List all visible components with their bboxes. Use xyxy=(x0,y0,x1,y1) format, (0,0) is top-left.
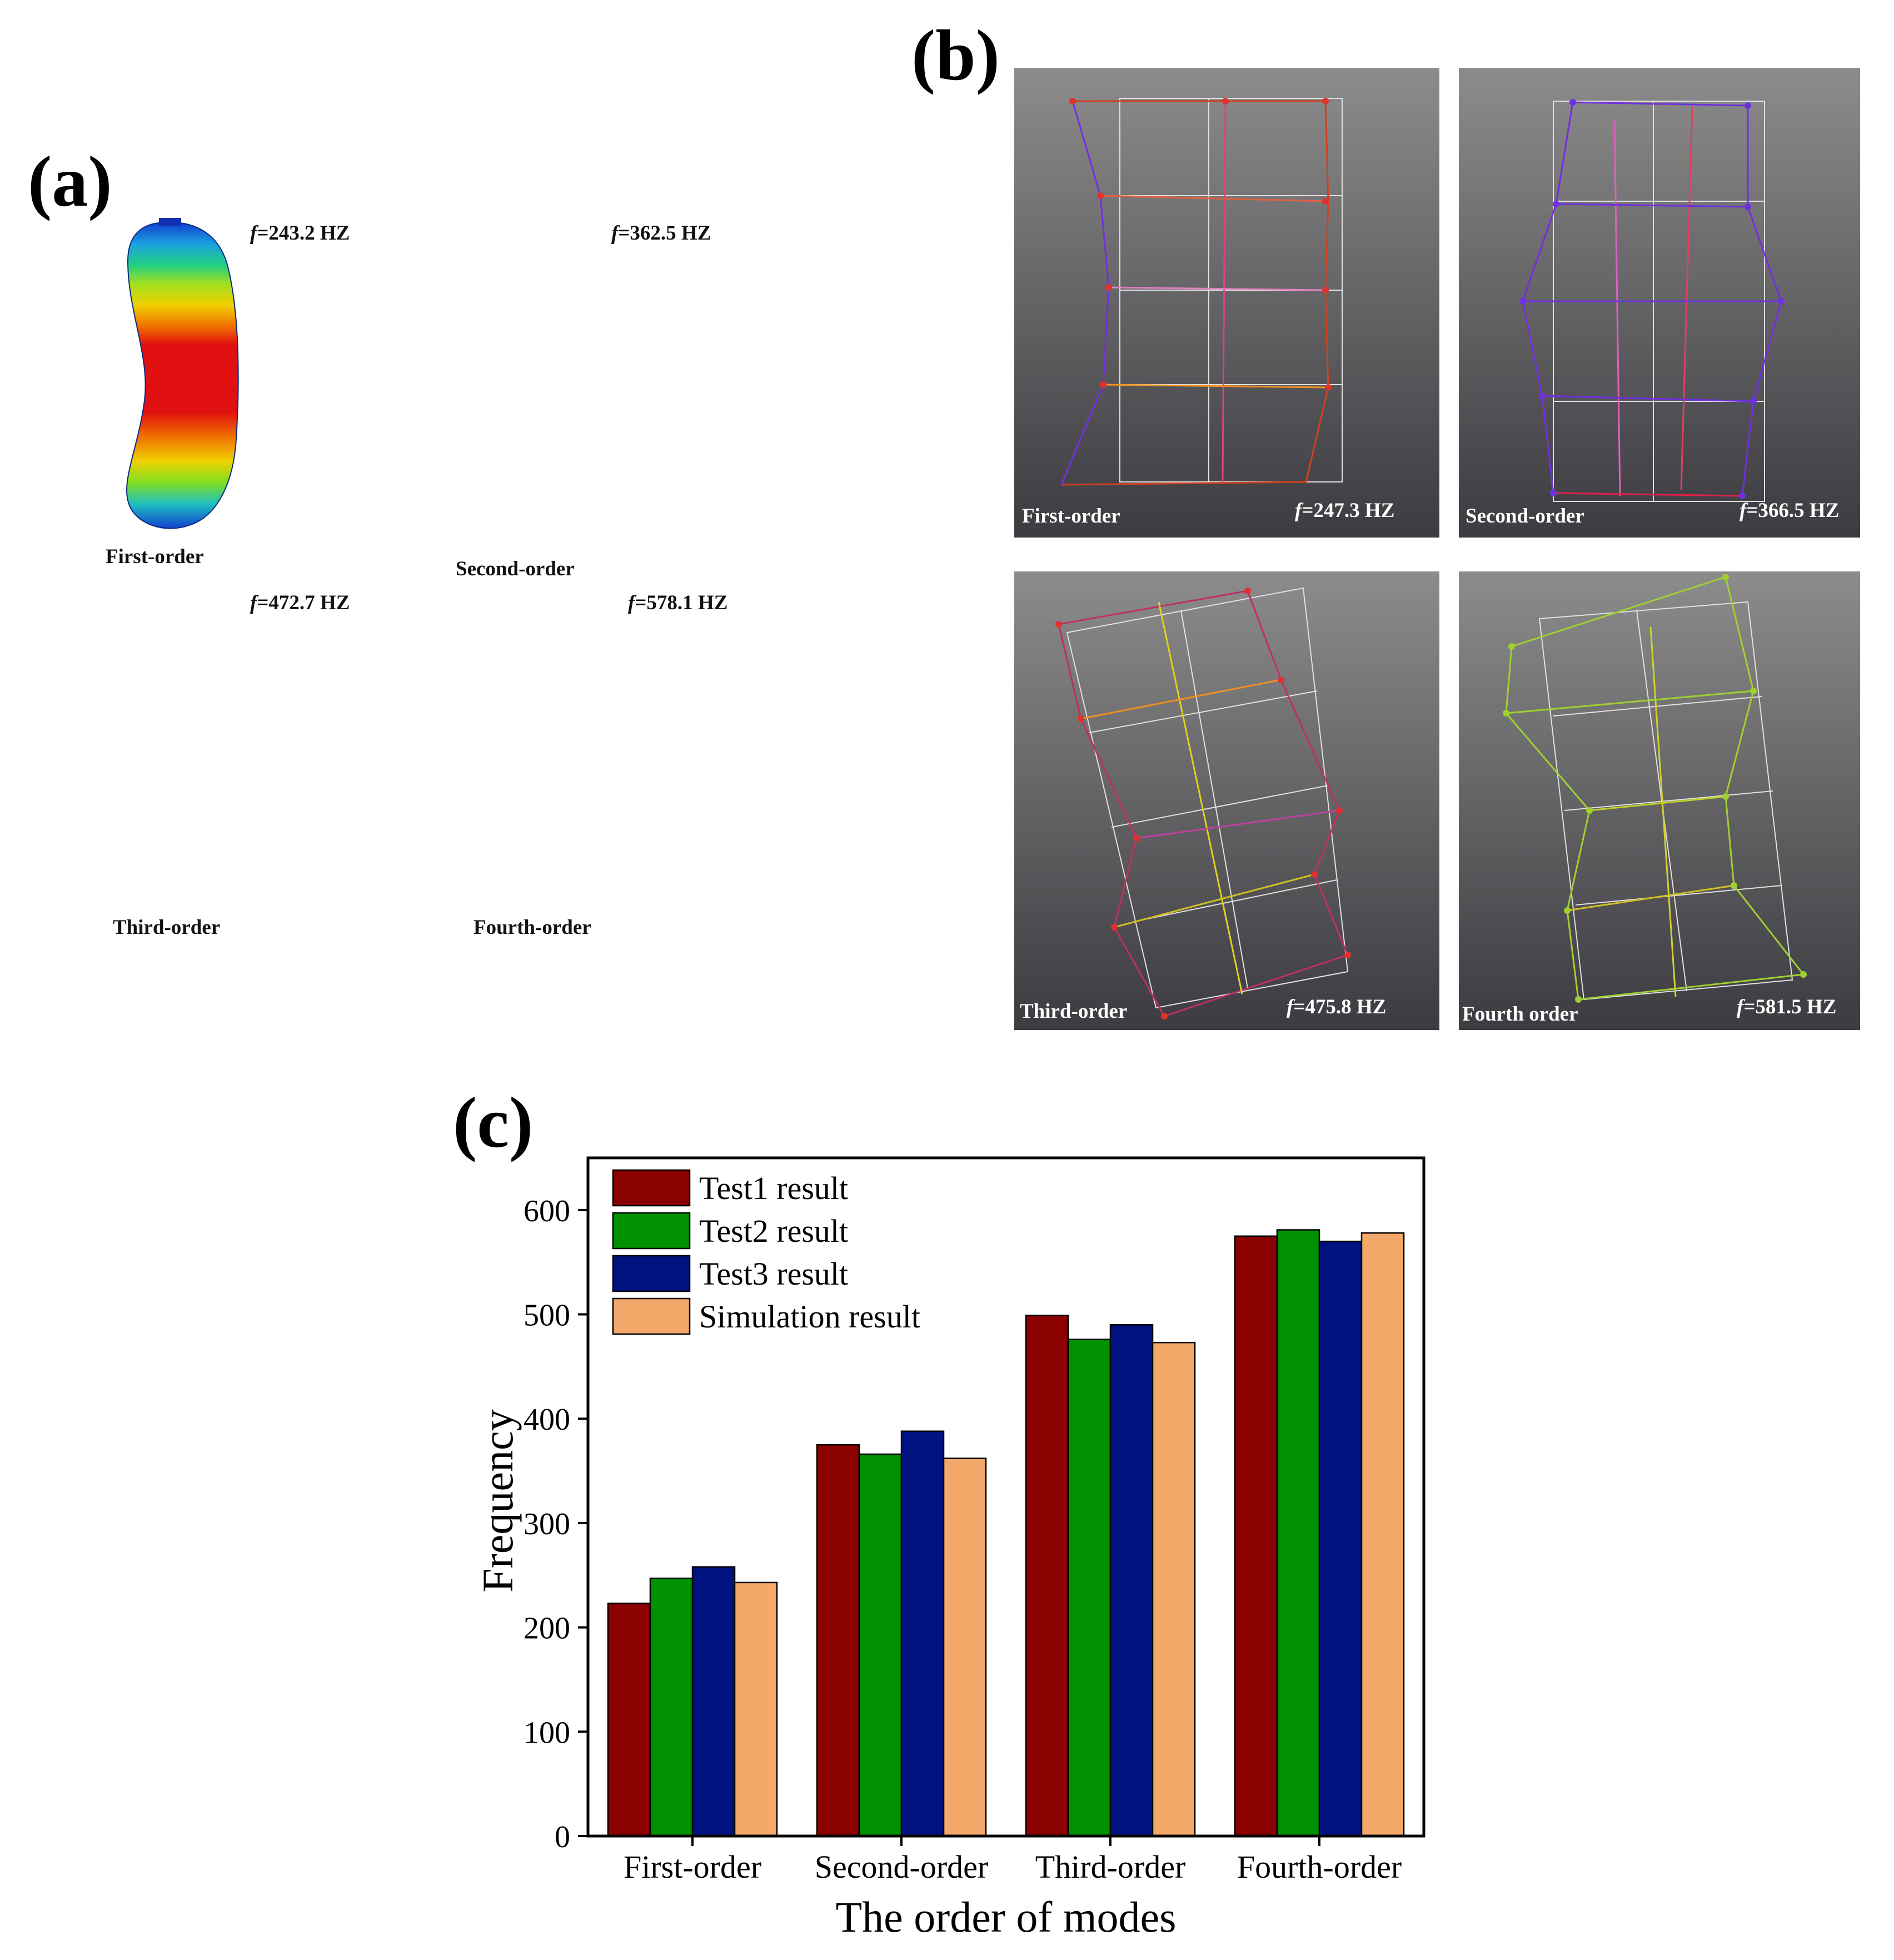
y-tick-label: 400 xyxy=(524,1402,570,1437)
legend-label-1: Test1 result xyxy=(699,1170,848,1206)
wireframe-third-order xyxy=(1055,587,1351,1019)
wireframe-second-order xyxy=(1519,99,1785,502)
legend-swatch-2 xyxy=(612,1212,691,1250)
panel-b-letter: (b) xyxy=(911,16,1000,96)
legend: Test1 result Test2 result Test3 result Simu… xyxy=(612,1169,920,1335)
legend-swatch-1 xyxy=(612,1169,691,1207)
y-tick-label: 200 xyxy=(524,1611,570,1646)
test-view-first-order: First-order f=247.3 HZ xyxy=(1014,68,1439,538)
test-label-first-order: First-order xyxy=(1022,505,1120,528)
fe-freq-third-order: f=472.7 HZ xyxy=(250,591,350,614)
x-tick-label: Fourth-order xyxy=(1237,1849,1402,1885)
test-view-third-order: Third-order f=475.8 HZ xyxy=(1014,571,1439,1030)
bar-2-3 xyxy=(1067,1339,1112,1837)
test-label-third-order: Third-order xyxy=(1020,1000,1128,1023)
fe-shape-first-order xyxy=(126,218,239,529)
test-freq-first-order: f=247.3 HZ xyxy=(1295,499,1395,522)
legend-swatch-4 xyxy=(612,1297,691,1335)
bar-4-2 xyxy=(943,1457,987,1837)
fe-label-third-order: Third-order xyxy=(113,916,221,939)
bar-3-4 xyxy=(1318,1240,1363,1837)
legend-swatch-3 xyxy=(612,1255,691,1292)
test-label-fourth-order: Fourth order xyxy=(1462,1003,1578,1026)
test-freq-third-order: f=475.8 HZ xyxy=(1287,996,1387,1018)
fe-label-second-order: Second-order xyxy=(456,558,575,580)
bar-4-1 xyxy=(734,1581,778,1837)
test-freq-fourth-order: f=581.5 HZ xyxy=(1737,996,1837,1018)
bar-2-1 xyxy=(649,1578,694,1837)
bar-3-3 xyxy=(1109,1324,1154,1837)
test-freq-second-order: f=366.5 HZ xyxy=(1740,499,1840,522)
fe-freq-fourth-order: f=578.1 HZ xyxy=(628,591,728,614)
y-axis-label: Frequency xyxy=(474,1409,522,1592)
plot-frame xyxy=(586,1156,1426,1838)
panel-c-letter: (c) xyxy=(453,1083,534,1163)
bar-2-4 xyxy=(1276,1229,1320,1837)
bar-2-2 xyxy=(858,1453,903,1837)
y-tick-label: 600 xyxy=(524,1194,570,1228)
bar-1-3 xyxy=(1025,1315,1069,1837)
panel-a-letter: (a) xyxy=(28,142,112,222)
x-tick-label: First-order xyxy=(624,1849,761,1885)
bar-3-1 xyxy=(691,1566,736,1837)
x-axis-label: The order of modes xyxy=(836,1893,1177,1941)
test-view-fourth-order: Fourth order f=581.5 HZ xyxy=(1459,571,1860,1030)
bar-3-2 xyxy=(900,1430,945,1837)
test-view-second-order: Second-order f=366.5 HZ xyxy=(1459,68,1860,538)
y-tick-label: 0 xyxy=(555,1820,570,1854)
fe-label-first-order: First-order xyxy=(106,545,204,568)
bar-1-1 xyxy=(607,1603,651,1837)
fe-freq-first-order: f=243.2 HZ xyxy=(250,222,350,245)
y-tick-label: 500 xyxy=(524,1299,570,1333)
legend-label-2: Test2 result xyxy=(699,1213,848,1249)
bar-4-3 xyxy=(1152,1341,1196,1837)
wireframe-first-order xyxy=(1060,98,1343,486)
bar-1-2 xyxy=(816,1444,860,1837)
bar-4-4 xyxy=(1360,1232,1405,1837)
y-tick-label: 100 xyxy=(524,1715,570,1750)
legend-label-4: Simulation result xyxy=(699,1299,920,1335)
fe-label-fourth-order: Fourth-order xyxy=(474,916,591,939)
bar-1-4 xyxy=(1234,1235,1278,1837)
x-tick-label: Third-order xyxy=(1035,1849,1186,1885)
test-label-second-order: Second-order xyxy=(1466,505,1584,528)
x-tick-label: Second-order xyxy=(815,1849,988,1885)
y-tick-label: 300 xyxy=(524,1507,570,1541)
wireframe-fourth-order xyxy=(1503,574,1807,1003)
fe-mode-shapes xyxy=(126,218,239,529)
legend-label-3: Test3 result xyxy=(699,1256,848,1292)
fe-freq-second-order: f=362.5 HZ xyxy=(611,222,711,245)
